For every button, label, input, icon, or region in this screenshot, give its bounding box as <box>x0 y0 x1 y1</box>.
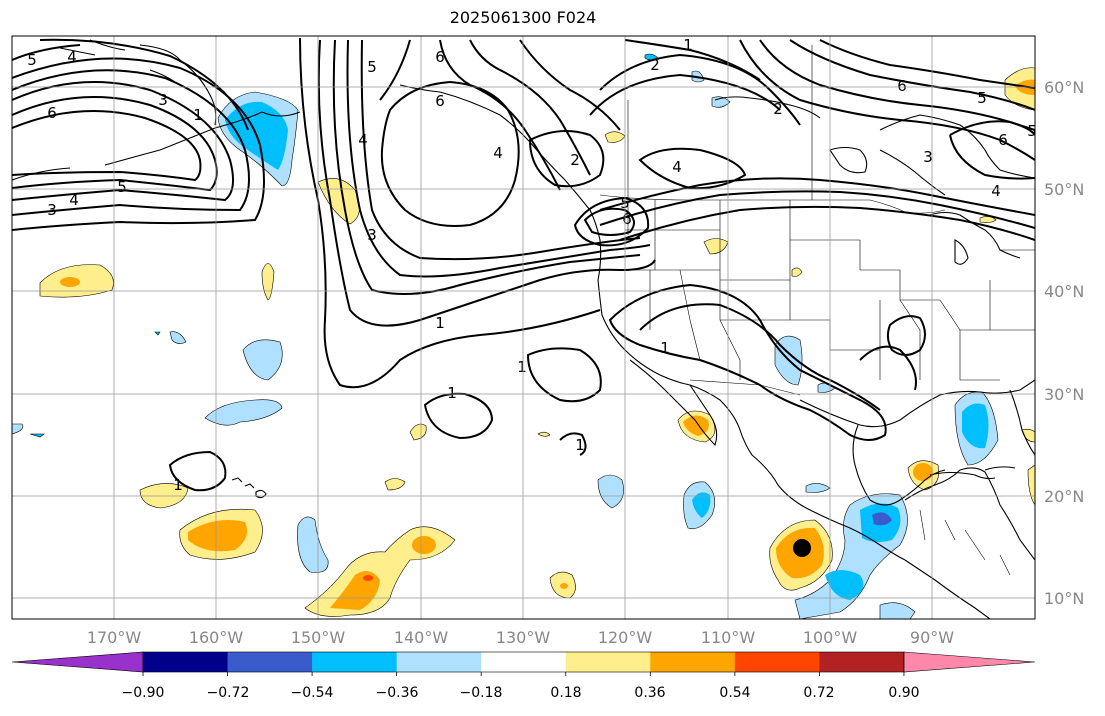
graticule <box>12 36 1035 619</box>
contour-label: 6 <box>622 210 632 228</box>
latitude-labels: 60°N 50°N 40°N 30°N 20°N 10°N <box>1044 78 1084 608</box>
contour-label: 1 <box>517 358 527 376</box>
longitude-labels: 170°W 160°W 150°W 140°W 130°W 120°W 110°… <box>87 628 954 647</box>
contour-label: 6 <box>47 104 57 122</box>
contour-label: 5 <box>1027 122 1037 140</box>
location-marker <box>793 539 811 557</box>
contour-label: 1 <box>173 476 183 494</box>
contour-label: 3 <box>47 201 57 219</box>
lon-label: 150°W <box>291 628 346 647</box>
colorbar-swatch <box>143 652 229 672</box>
contour-label: 6 <box>998 131 1008 149</box>
lon-label: 170°W <box>87 628 142 647</box>
map-title: 2025061300 F024 <box>449 8 597 27</box>
lat-label: 50°N <box>1044 180 1084 199</box>
contour-label: 1 <box>447 384 457 402</box>
contour-lines <box>12 37 1035 492</box>
contour-label: 3 <box>367 226 377 244</box>
colorbar-swatch <box>565 652 651 672</box>
lon-label: 100°W <box>803 628 858 647</box>
lon-label: 120°W <box>598 628 653 647</box>
colorbar-tick-label: 0.18 <box>550 685 581 701</box>
contour-label-group: 1 1 1 1 1 1 1 1 2 2 2 3 3 3 3 4 4 4 4 4 … <box>27 36 1037 494</box>
contour-label: 4 <box>991 182 1001 200</box>
colorbar-tick-label: 0.54 <box>719 685 750 701</box>
colorbar-tick-label: −0.36 <box>376 685 419 701</box>
colorbar-tick-label: −0.18 <box>460 685 503 701</box>
colorbar-tick-label: 0.36 <box>634 685 665 701</box>
contour-label: 5 <box>27 51 37 69</box>
colorbar-tick-labels: −0.90 −0.72 −0.54 −0.36 −0.18 0.18 0.36 … <box>122 685 920 701</box>
contour-label: 2 <box>650 56 660 74</box>
contour-label: 3 <box>923 148 933 166</box>
lat-label: 60°N <box>1044 78 1084 97</box>
contour-label: 4 <box>493 144 503 162</box>
colorbar-extend-low <box>11 651 144 673</box>
contour-label: 6 <box>897 77 907 95</box>
contour-label: 5 <box>367 58 377 76</box>
contour-label: 1 <box>193 106 203 124</box>
colorbar-tick-label: −0.54 <box>291 685 334 701</box>
contour-label: 5 <box>977 89 987 107</box>
lat-label: 10°N <box>1044 589 1084 608</box>
colorbar-swatch <box>481 652 567 672</box>
contour-label: 5 <box>117 178 127 196</box>
contour-label: 3 <box>158 91 168 109</box>
contour-label: 4 <box>358 131 368 149</box>
contour-label: 4 <box>69 191 79 209</box>
contour-label: 4 <box>672 158 682 176</box>
colorbar-swatch <box>650 652 736 672</box>
colorbar-swatch <box>819 652 905 672</box>
colorbar-extend-high <box>903 651 1036 673</box>
colorbar-tick-label: 0.72 <box>803 685 834 701</box>
colorbar-tick-label: 0.90 <box>888 685 919 701</box>
contour-label: 1 <box>435 314 445 332</box>
map-frame <box>11 35 1036 620</box>
contour-label: 1 <box>683 36 693 54</box>
lon-label: 90°W <box>910 628 954 647</box>
colorbar-swatch <box>227 652 313 672</box>
colorbar-swatch <box>312 652 398 672</box>
contour-label: 6 <box>435 48 445 66</box>
contour-label: 1 <box>660 339 670 357</box>
lon-label: 140°W <box>394 628 449 647</box>
contour-label: 6 <box>435 92 445 110</box>
lat-label: 20°N <box>1044 487 1084 506</box>
colorbar-tick-label: −0.90 <box>122 685 165 701</box>
colorbar-tick-label: −0.72 <box>207 685 250 701</box>
colorbar-swatch <box>396 652 482 672</box>
contour-label: 2 <box>773 100 783 118</box>
contour-label: 4 <box>67 48 77 66</box>
colorbar-frame <box>142 651 905 673</box>
colorbar <box>11 651 1036 676</box>
lon-label: 130°W <box>496 628 551 647</box>
lat-label: 40°N <box>1044 282 1084 301</box>
contour-label: 1 <box>575 436 585 454</box>
contour-label: 2 <box>570 151 580 169</box>
colorbar-swatch <box>734 652 820 672</box>
lat-label: 30°N <box>1044 385 1084 404</box>
lon-label: 110°W <box>701 628 756 647</box>
lon-label: 160°W <box>189 628 244 647</box>
